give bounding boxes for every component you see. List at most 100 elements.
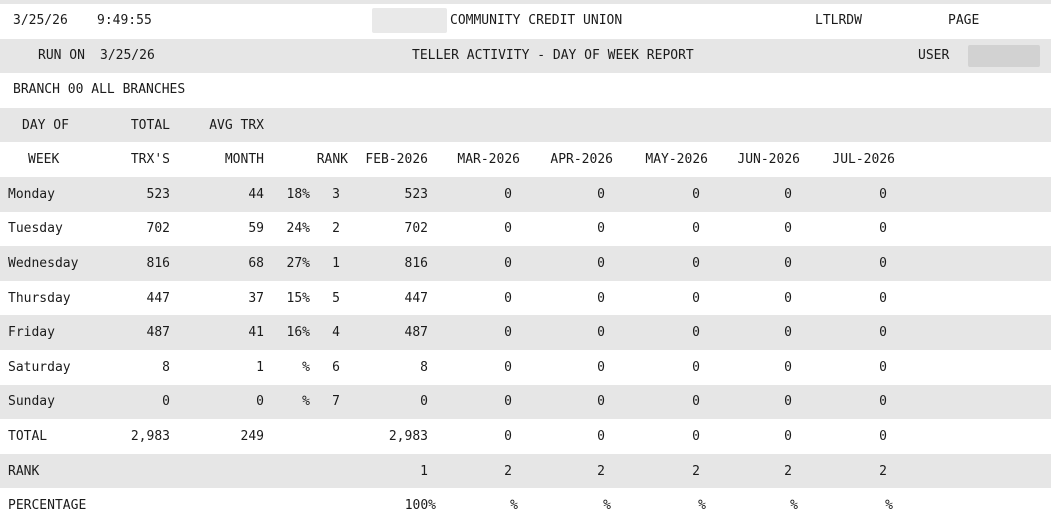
- rank-cell: 4: [332, 325, 340, 341]
- header-day-of: DAY OF: [22, 117, 69, 133]
- pct-cell: 27%: [286, 255, 310, 271]
- month-value-cell: 0: [879, 186, 887, 202]
- organization-name: COMMUNITY CREDIT UNION: [450, 13, 623, 28]
- empty-cell: [310, 488, 348, 523]
- day-cell: Saturday: [8, 359, 71, 375]
- filler-cell: [895, 315, 1051, 350]
- month-avg-cell: 59: [248, 221, 264, 237]
- rank-cell: 6: [332, 359, 340, 375]
- month-value-cell: 0: [597, 221, 605, 237]
- branch-line: BRANCH 00 ALL BRANCHES: [13, 82, 186, 98]
- month-value-cell: 0: [879, 325, 887, 341]
- percentage-month-value-cell: %: [603, 498, 611, 514]
- pct-cell: %: [302, 394, 310, 410]
- table-row: Monday 523 44 18% 3 523 0 0 0 0 0: [0, 176, 1051, 212]
- header-month-jul: JUL-2026: [832, 152, 895, 168]
- day-cell: Friday: [8, 325, 55, 341]
- pct-cell: %: [302, 359, 310, 375]
- total-month-value-cell: 2,983: [388, 428, 428, 444]
- day-cell: Thursday: [8, 290, 71, 306]
- table-row: Friday 487 41 16% 4 487 0 0 0 0 0: [0, 315, 1051, 350]
- header-month-mar: MAR-2026: [457, 152, 520, 168]
- month-avg-cell: 68: [248, 255, 264, 271]
- header-total: TOTAL: [130, 117, 170, 133]
- percentage-month-value-cell: %: [698, 498, 706, 514]
- month-value-cell: 0: [504, 186, 512, 202]
- empty-cell: [130, 454, 171, 489]
- empty-cell: [310, 108, 348, 143]
- pct-cell: 18%: [286, 186, 310, 202]
- rank-month-value-cell: 2: [879, 463, 887, 479]
- month-value-cell: 0: [597, 186, 605, 202]
- month-value-cell: 0: [784, 290, 792, 306]
- trxs-cell: 0: [162, 394, 170, 410]
- header-avg-trx: AVG TRX: [209, 117, 264, 133]
- report-title: TELLER ACTIVITY - DAY OF WEEK REPORT: [412, 47, 694, 63]
- month-avg-cell: 41: [248, 325, 264, 341]
- header-month-apr: APR-2026: [550, 152, 613, 168]
- rank-month-value-cell: 2: [784, 463, 792, 479]
- trxs-cell: 487: [146, 325, 170, 341]
- trxs-cell: 702: [146, 221, 170, 237]
- filler-cell: [895, 350, 1051, 385]
- percentage-month-value-cell: 100%: [404, 498, 436, 514]
- month-value-cell: 0: [879, 221, 887, 237]
- header-trxs: TRX'S: [130, 152, 170, 168]
- run-date: 3/25/26: [100, 47, 155, 63]
- month-value-cell: 0: [784, 394, 792, 410]
- empty-cell: [708, 108, 800, 143]
- month-value-cell: 0: [692, 221, 700, 237]
- day-cell: Sunday: [8, 394, 55, 410]
- total-month-value-cell: 0: [597, 428, 605, 444]
- filler-cell: [895, 246, 1051, 281]
- rank-cell: 1: [332, 255, 340, 271]
- empty-cell: [171, 488, 264, 523]
- header-rank: RANK: [316, 152, 348, 168]
- header-month-may: MAY-2026: [645, 152, 708, 168]
- month-value-cell: 0: [504, 359, 512, 375]
- percentage-month-value-cell: %: [510, 498, 518, 514]
- month-value-cell: 0: [879, 394, 887, 410]
- empty-cell: [264, 108, 310, 143]
- empty-cell: [264, 419, 310, 454]
- header-month-jun: JUN-2026: [737, 152, 800, 168]
- filler-cell: [895, 488, 1051, 523]
- month-value-cell: 0: [504, 221, 512, 237]
- empty-cell: [436, 108, 520, 143]
- month-value-cell: 0: [692, 290, 700, 306]
- run-info-row: RUN ON 3/25/26 TELLER ACTIVITY - DAY OF …: [0, 38, 1051, 74]
- total-month-value-cell: 0: [784, 428, 792, 444]
- trxs-cell: 8: [162, 359, 170, 375]
- month-value-cell: 8: [420, 359, 428, 375]
- empty-cell: [264, 488, 310, 523]
- filler-cell: [895, 177, 1051, 212]
- month-value-cell: 816: [404, 255, 428, 271]
- branch-row: BRANCH 00 ALL BRANCHES: [0, 73, 1051, 108]
- user-id-redacted: [968, 44, 1040, 67]
- trxs-cell: 816: [146, 255, 170, 271]
- total-month-cell: 249: [240, 428, 264, 444]
- month-value-cell: 0: [504, 325, 512, 341]
- pct-cell: 24%: [286, 221, 310, 237]
- month-value-cell: 0: [879, 255, 887, 271]
- top-strip: [0, 0, 1051, 4]
- trxs-cell: 523: [146, 186, 170, 202]
- empty-cell: [171, 454, 264, 489]
- month-value-cell: 702: [404, 221, 428, 237]
- month-value-cell: 0: [692, 186, 700, 202]
- percentage-row: PERCENTAGE 100% % % % % %: [0, 488, 1051, 523]
- percentage-month-value-cell: %: [790, 498, 798, 514]
- month-avg-cell: 44: [248, 186, 264, 202]
- month-avg-cell: 37: [248, 290, 264, 306]
- rank-month-value-cell: 2: [504, 463, 512, 479]
- empty-cell: [613, 108, 708, 143]
- month-value-cell: 0: [784, 359, 792, 375]
- table-row: Thursday 447 37 15% 5 447 0 0 0 0 0: [0, 281, 1051, 316]
- empty-cell: [800, 108, 895, 143]
- empty-cell: [310, 454, 348, 489]
- rank-cell: 3: [332, 186, 340, 202]
- month-value-cell: 447: [404, 290, 428, 306]
- month-value-cell: 0: [692, 394, 700, 410]
- month-value-cell: 0: [784, 221, 792, 237]
- month-value-cell: 487: [404, 325, 428, 341]
